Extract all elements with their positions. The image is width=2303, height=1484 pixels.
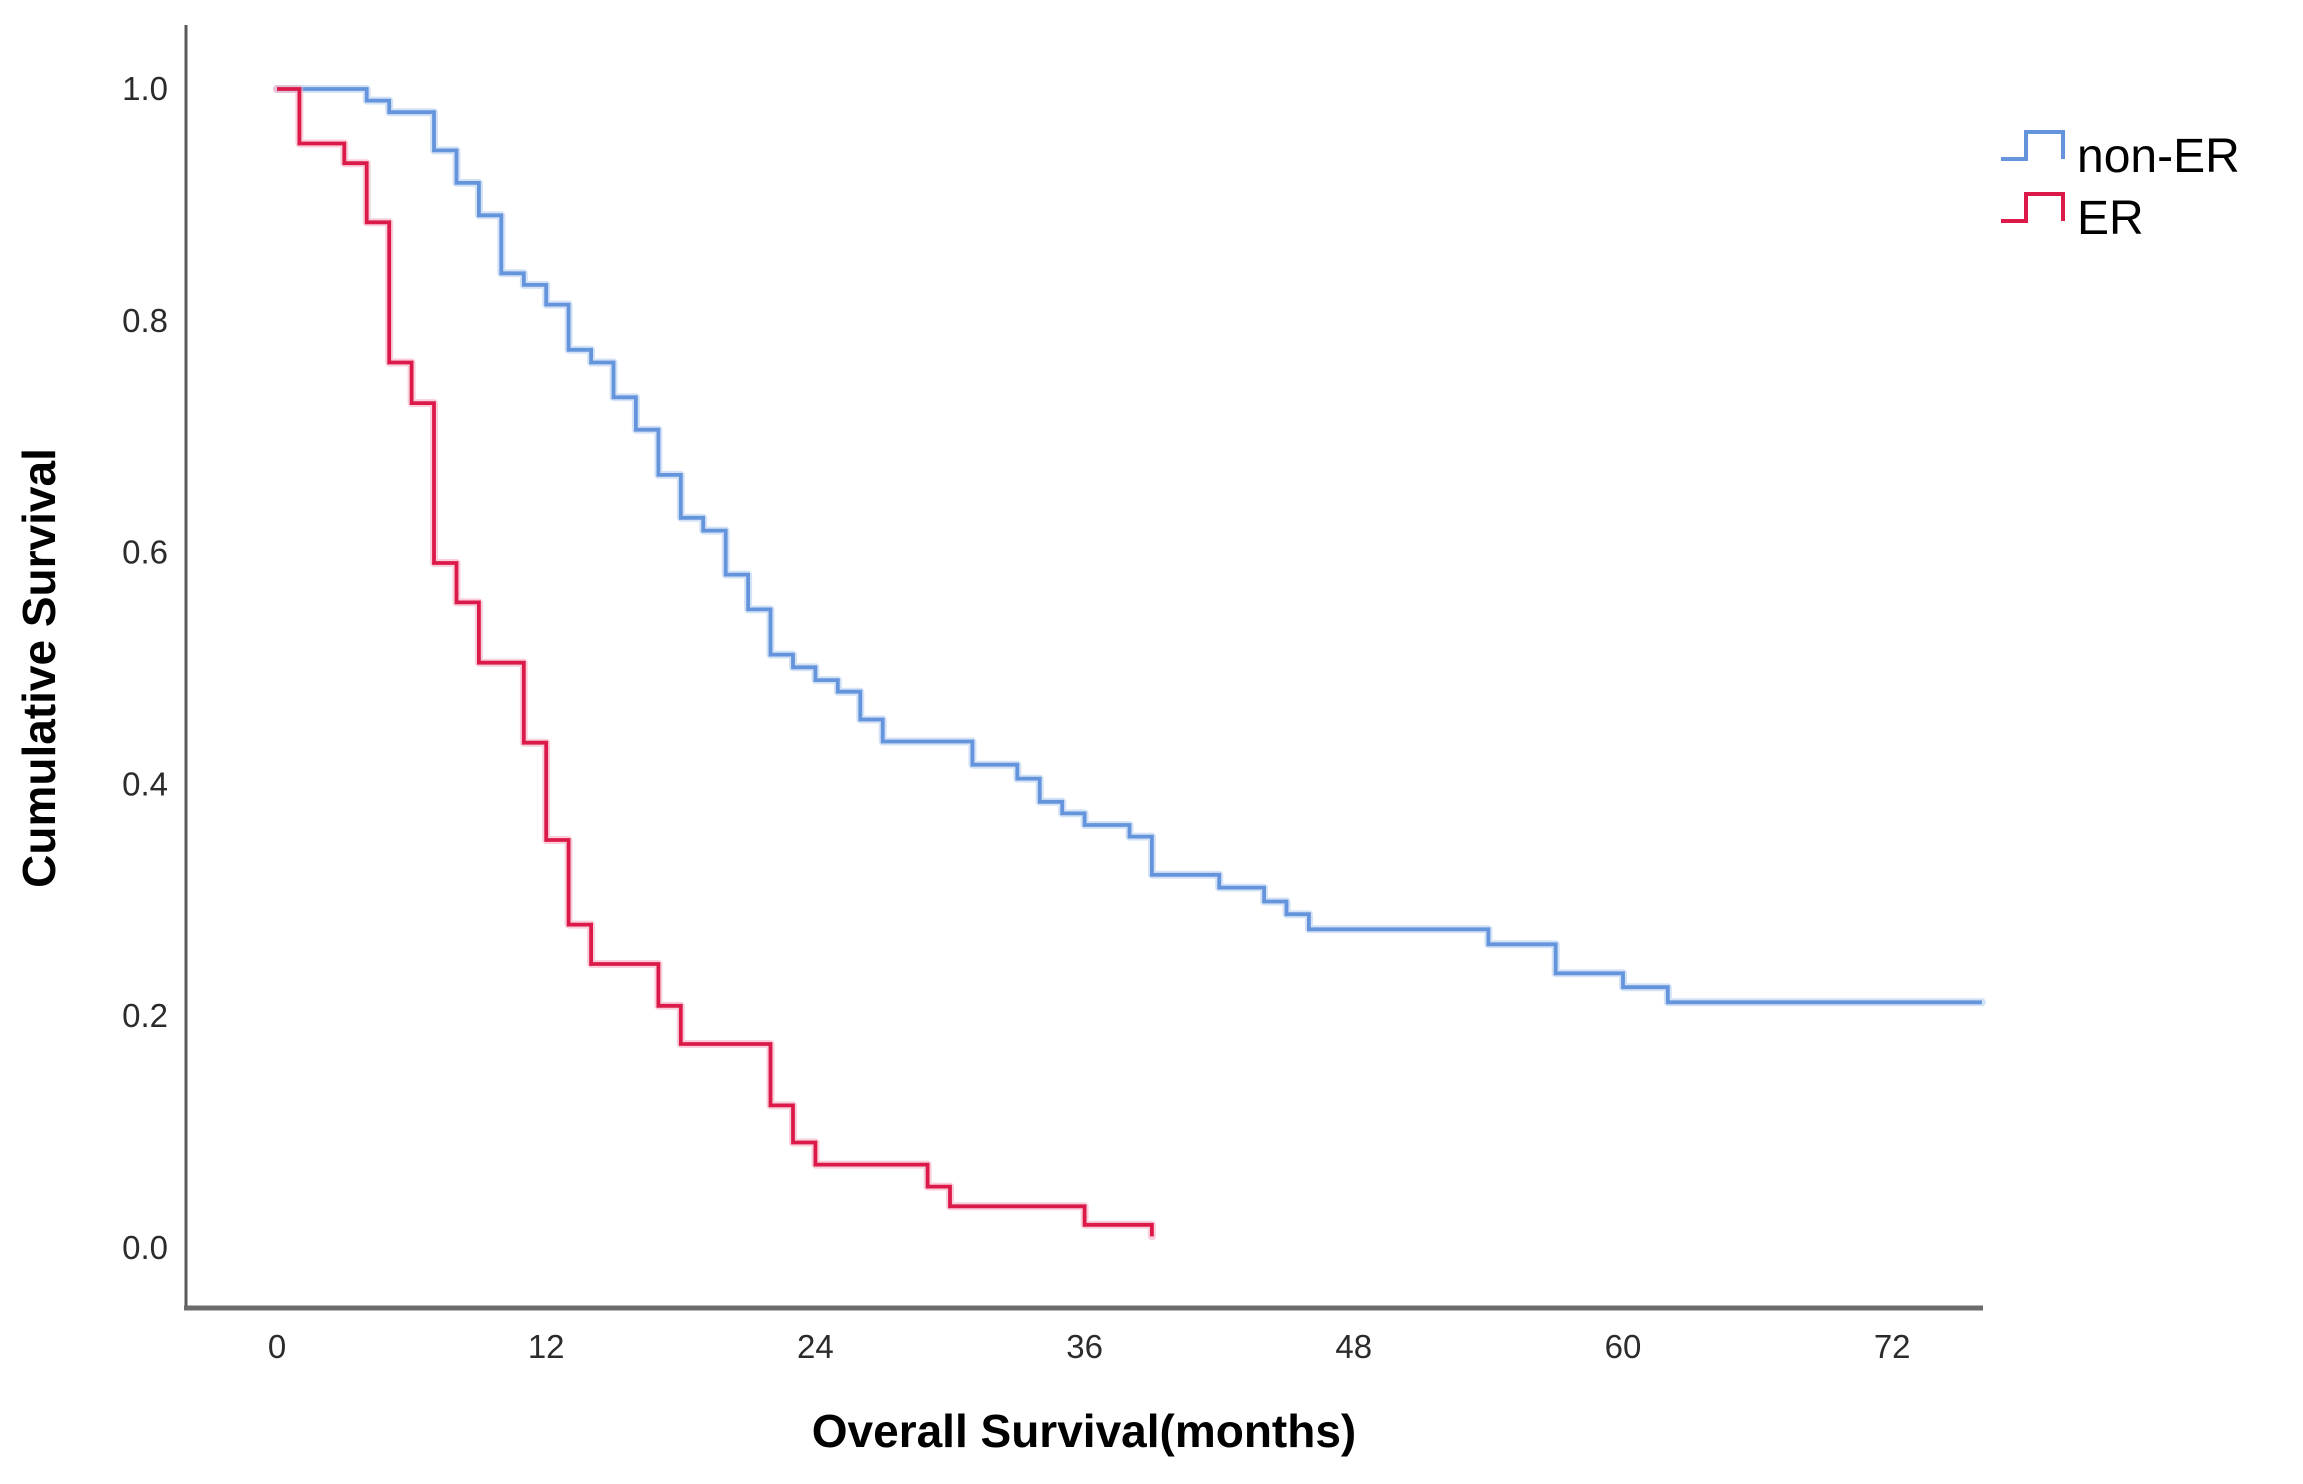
x-tick-label: 36: [1066, 1328, 1103, 1365]
x-tick-label: 72: [1874, 1328, 1911, 1365]
legend-swatch-er-icon: [2001, 192, 2065, 223]
series-halo-non-er: [273, 85, 1986, 1007]
series-halo-er: [273, 85, 1156, 1241]
legend-label-non-er: non-ER: [2077, 130, 2240, 183]
x-tick-label: 60: [1605, 1328, 1642, 1365]
series-line-er: [277, 87, 1154, 1237]
series-lines: [273, 85, 1986, 1241]
y-axis-tick-labels: 1.0 0.8 0.6 0.4 0.2 0.0: [122, 70, 168, 1266]
y-axis-title: Cumulative Survival: [13, 448, 65, 888]
x-tick-label: 48: [1335, 1328, 1372, 1365]
y-tick-label: 0.0: [122, 1229, 168, 1266]
x-tick-label: 0: [268, 1328, 286, 1365]
legend: non-ER ER: [2001, 130, 2240, 245]
y-tick-label: 0.2: [122, 997, 168, 1034]
y-tick-label: 0.8: [122, 302, 168, 339]
x-tick-label: 24: [797, 1328, 834, 1365]
y-tick-label: 0.6: [122, 534, 168, 571]
y-tick-label: 1.0: [122, 70, 168, 107]
series-line-non-er: [277, 87, 1982, 1005]
x-axis-title: Overall Survival(months): [812, 1405, 1357, 1457]
x-axis-tick-labels: 0 12 24 36 48 60 72: [268, 1328, 1911, 1365]
legend-label-er: ER: [2077, 192, 2144, 245]
legend-swatch-non-er-icon: [2001, 130, 2065, 161]
x-tick-label: 12: [528, 1328, 565, 1365]
y-tick-label: 0.4: [122, 765, 168, 802]
